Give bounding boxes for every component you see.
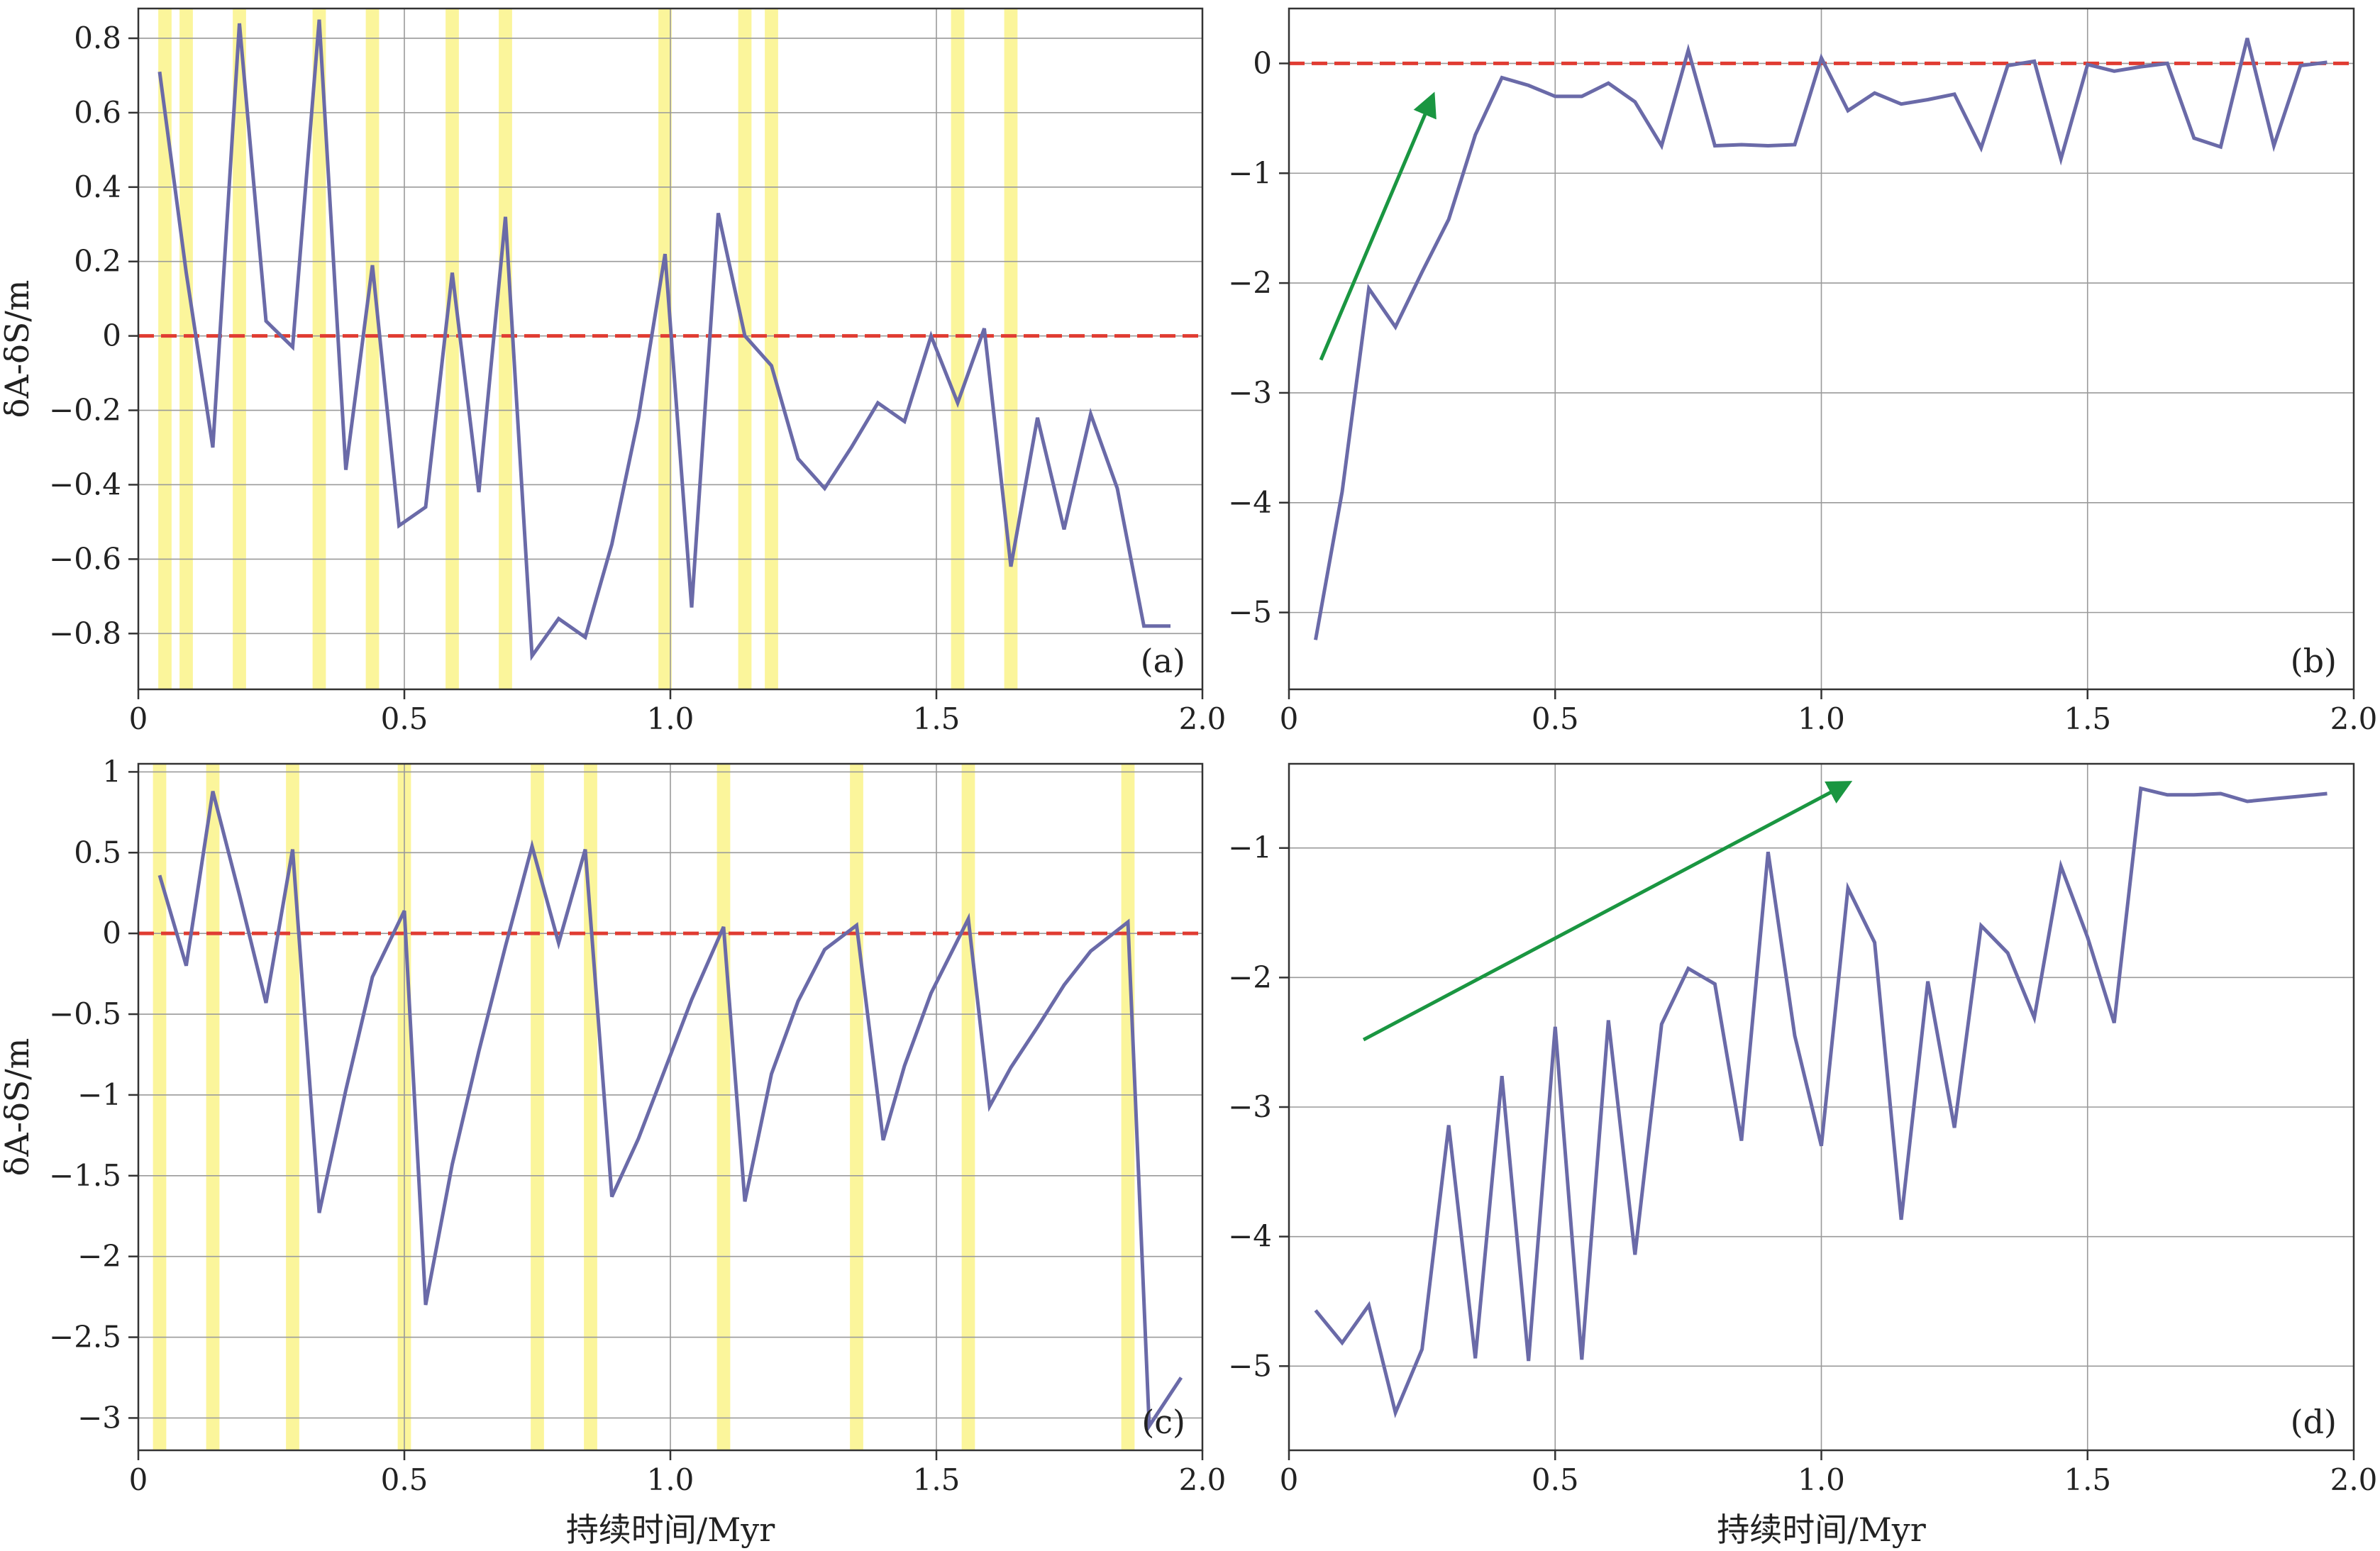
highlight-band — [951, 9, 965, 689]
y-tick-label: 0 — [102, 318, 121, 353]
highlight-band — [765, 9, 778, 689]
x-tick-label: 0 — [129, 1462, 148, 1497]
y-tick-label: 0 — [102, 916, 121, 950]
y-tick-label: 0.2 — [74, 244, 121, 279]
highlight-band — [179, 9, 193, 689]
highlight-band — [716, 764, 731, 1450]
x-tick-label: 1.0 — [1798, 1462, 1845, 1497]
y-tick-label: −1 — [1228, 830, 1272, 865]
y-tick-label: −1 — [77, 1077, 121, 1112]
highlight-band — [738, 9, 752, 689]
highlight-band — [158, 9, 172, 689]
y-tick-label: −0.5 — [49, 996, 121, 1031]
x-tick-label: 1.5 — [913, 1462, 961, 1497]
y-tick-label: −1 — [1228, 155, 1272, 190]
x-tick-label: 0 — [1280, 701, 1299, 736]
y-tick-label: −0.8 — [49, 616, 121, 650]
highlight-band — [1004, 9, 1018, 689]
y-tick-label: −0.6 — [49, 541, 121, 576]
x-tick-label: 0.5 — [381, 701, 428, 736]
y-tick-label: −3 — [1228, 1089, 1272, 1124]
y-tick-label: −0.2 — [49, 393, 121, 428]
highlight-band — [850, 764, 863, 1450]
y-tick-label: −4 — [1228, 485, 1272, 520]
x-tick-label: 2.0 — [1179, 701, 1227, 736]
y-tick-label: 0.8 — [74, 21, 121, 55]
x-tick-label: 2.0 — [2330, 1462, 2378, 1497]
panel-label: (a) — [1141, 642, 1185, 680]
x-tick-label: 2.0 — [2330, 701, 2378, 736]
highlight-band — [1121, 764, 1135, 1450]
highlight-band — [153, 764, 167, 1450]
y-tick-label: 0.4 — [74, 169, 121, 204]
series-line — [157, 791, 1183, 1432]
x-tick-label: 1.5 — [2064, 1462, 2111, 1497]
x-axis-title: 持续时间/Myr — [1717, 1511, 1926, 1549]
x-tick-label: 2.0 — [1179, 1462, 1227, 1497]
x-tick-label: 1.0 — [647, 1462, 694, 1497]
panel-b: 0 0.5 1.0 1.5 2.0 0 −1 −2 −3 −4 −5 (b) — [1228, 7, 2378, 736]
x-tick-label: 0 — [129, 701, 148, 736]
x-tick-label: 1.0 — [1798, 701, 1845, 736]
y-tick-label: −3 — [1228, 375, 1272, 410]
panel-d: 0 0.5 1.0 1.5 2.0 −1 −2 −3 −4 −5 (d) 持续时间/Myr — [1228, 762, 2378, 1549]
trend-arrow — [1319, 91, 1437, 361]
y-tick-label: 0 — [1253, 45, 1272, 80]
x-tick-label: 0.5 — [381, 1462, 428, 1497]
highlight-band — [499, 9, 512, 689]
highlight-band — [286, 764, 299, 1450]
trend-arrow — [1362, 781, 1853, 1042]
x-tick-label: 1.0 — [647, 701, 694, 736]
y-tick-label: −0.4 — [49, 467, 121, 501]
series-line — [1314, 38, 2328, 640]
x-tick-label: 1.5 — [2064, 701, 2111, 736]
y-tick-label: 0.5 — [74, 835, 121, 869]
panel-label: (c) — [1141, 1403, 1185, 1441]
x-tick-label: 0.5 — [1532, 1462, 1579, 1497]
y-tick-label: −2.5 — [49, 1320, 121, 1355]
panel-a: 0 0.5 1.0 1.5 2.0 0.8 0.6 0.4 0.2 0 −0.2 −0.4 −0.6 −0… — [0, 7, 1227, 736]
highlight-band — [312, 9, 326, 689]
highlight-band — [584, 764, 597, 1450]
x-tick-label: 0.5 — [1532, 701, 1579, 736]
y-tick-label: 0.6 — [74, 95, 121, 130]
highlight-band — [531, 764, 544, 1450]
series-line — [157, 19, 1170, 661]
panel-label: (d) — [2291, 1403, 2337, 1441]
highlight-band — [365, 9, 380, 689]
y-tick-label: −4 — [1228, 1219, 1272, 1254]
y-axis-title: δA-δS/m — [0, 280, 36, 418]
x-tick-label: 1.5 — [913, 701, 961, 736]
y-tick-label: −5 — [1228, 1348, 1272, 1383]
y-tick-label: −2 — [77, 1239, 121, 1274]
highlight-band — [961, 764, 975, 1450]
highlight-band — [233, 9, 246, 689]
y-axis-title: δA-δS/m — [0, 1038, 36, 1177]
panel-label: (b) — [2291, 642, 2337, 680]
x-axis-title: 持续时间/Myr — [566, 1511, 775, 1549]
y-tick-label: −3 — [77, 1400, 121, 1435]
y-tick-label: −1.5 — [49, 1158, 121, 1193]
y-tick-label: −2 — [1228, 960, 1272, 994]
y-tick-label: −2 — [1228, 265, 1272, 300]
series-line — [1314, 786, 2328, 1418]
highlight-band — [206, 764, 220, 1450]
x-tick-label: 0 — [1280, 1462, 1299, 1497]
y-tick-label: −5 — [1228, 595, 1272, 630]
highlight-band — [445, 9, 459, 689]
y-tick-label: 1 — [102, 754, 121, 789]
panel-c: 0 0.5 1.0 1.5 2.0 1 0.5 0 −0.5 −1 −1.5 −2 −2.5 −3 (c) δ… — [0, 754, 1226, 1549]
highlight-band — [658, 9, 672, 689]
